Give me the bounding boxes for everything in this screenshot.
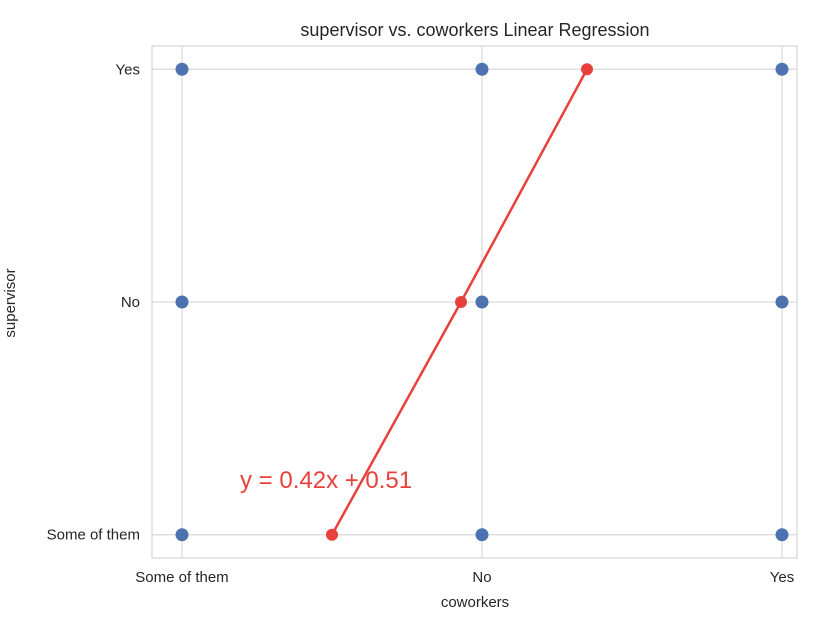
x-tick-label: Some of them (135, 569, 228, 586)
scatter-point (175, 62, 189, 76)
y-tick-label: Some of them (47, 527, 140, 544)
scatter-point (475, 62, 489, 76)
scatter-point (175, 295, 189, 309)
regression-point (455, 296, 467, 308)
y-tick-label: No (121, 294, 140, 311)
regression-point (326, 528, 338, 541)
scatter-point (775, 528, 789, 542)
scatter-point (475, 528, 489, 542)
series-layer (175, 62, 789, 542)
x-axis-label: coworkers (441, 594, 509, 611)
grid-lines (152, 46, 797, 558)
y-tick-label: Yes (116, 61, 140, 78)
y-tick-labels: Some of them No Yes (47, 61, 140, 543)
scatter-point (775, 62, 789, 76)
x-tick-label: No (472, 569, 491, 586)
chart-title: supervisor vs. coworkers Linear Regressi… (300, 20, 649, 40)
scatter-point (475, 295, 489, 309)
regression-point (581, 63, 593, 76)
x-tick-label: Yes (770, 569, 794, 586)
y-axis-label: supervisor (2, 268, 19, 337)
regression-equation: y = 0.42x + 0.51 (240, 467, 412, 494)
scatter-point (175, 528, 189, 542)
x-tick-labels: Some of them No Yes (135, 569, 794, 586)
scatter-point (775, 295, 789, 309)
